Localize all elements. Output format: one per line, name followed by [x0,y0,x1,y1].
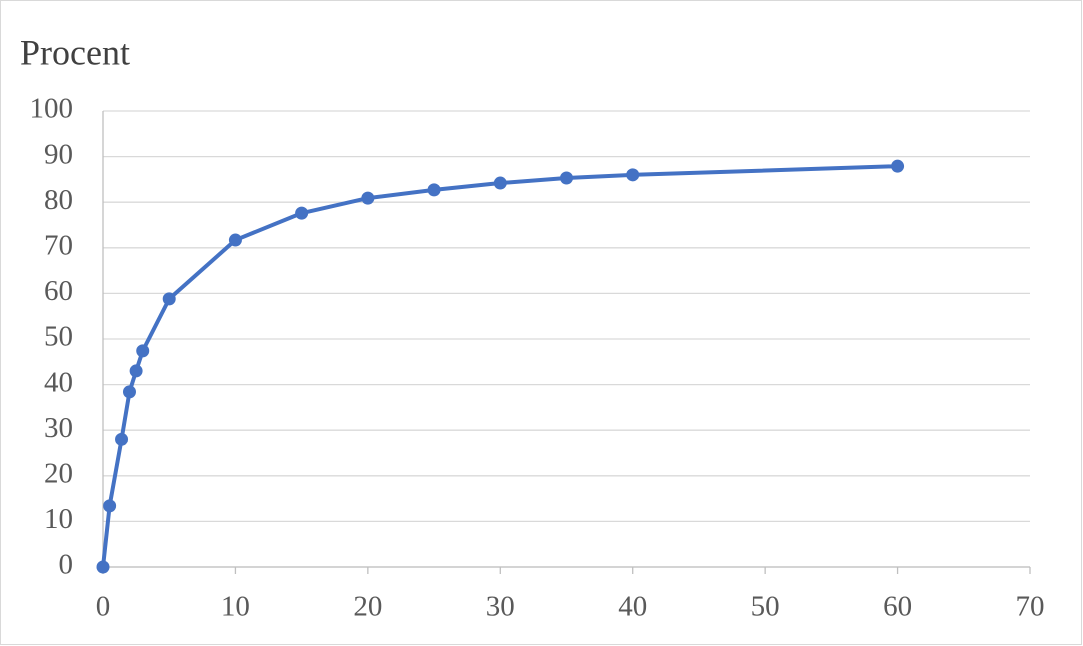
data-point [103,499,117,513]
chart-title: Procent [20,32,130,72]
y-tick-label: 90 [44,138,73,170]
x-tick-label: 40 [618,591,647,623]
x-tick-label: 60 [883,591,912,623]
data-point [162,292,176,306]
data-point [122,385,136,399]
data-point [136,344,150,358]
data-point [891,159,905,173]
data-point [626,168,640,182]
data-point [115,432,129,446]
data-point [361,191,375,205]
y-tick-label: 20 [44,457,73,489]
data-point [427,183,441,197]
y-tick-label: 50 [44,321,73,353]
data-point [228,233,242,247]
y-tick-label: 60 [44,275,73,307]
data-point [560,171,573,185]
data-point [96,560,110,574]
x-tick-label: 20 [353,591,382,623]
x-tick-label: 30 [486,591,515,623]
x-tick-label: 10 [221,591,250,623]
y-tick-label: 10 [44,503,73,535]
x-tick-label: 0 [96,591,111,623]
x-tick-label: 50 [751,591,780,623]
data-point [129,364,143,378]
data-point [295,206,309,220]
data-point [493,176,507,190]
y-tick-label: 70 [44,229,73,261]
y-tick-label: 30 [44,412,73,444]
x-tick-label: 70 [1016,591,1045,623]
y-tick-label: 40 [44,366,73,398]
y-tick-label: 0 [59,549,74,581]
y-tick-label: 100 [30,93,74,125]
y-tick-label: 80 [44,184,73,216]
